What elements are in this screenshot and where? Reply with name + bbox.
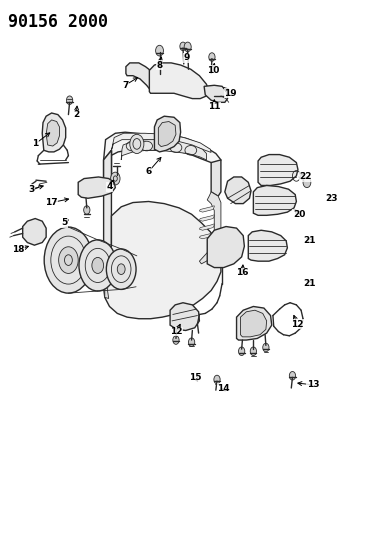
Text: 18: 18: [13, 245, 25, 254]
Text: 16: 16: [236, 269, 249, 277]
Polygon shape: [121, 140, 206, 160]
Polygon shape: [211, 160, 221, 196]
Polygon shape: [104, 201, 221, 319]
Circle shape: [173, 336, 179, 344]
Text: 8: 8: [156, 61, 163, 69]
Text: 10: 10: [207, 66, 219, 75]
Polygon shape: [248, 230, 287, 261]
Polygon shape: [104, 150, 111, 182]
Circle shape: [106, 249, 136, 289]
Polygon shape: [199, 192, 221, 264]
Text: 7: 7: [122, 81, 128, 90]
Text: 11: 11: [208, 102, 221, 111]
Circle shape: [209, 53, 215, 61]
Text: 6: 6: [145, 167, 152, 176]
Text: 1: 1: [32, 140, 38, 148]
Text: 17: 17: [45, 198, 58, 207]
Polygon shape: [104, 150, 111, 184]
Circle shape: [66, 96, 73, 104]
Polygon shape: [207, 227, 244, 268]
Polygon shape: [199, 224, 214, 230]
Text: 4: 4: [106, 182, 113, 191]
Text: 22: 22: [300, 173, 312, 181]
Text: 9: 9: [184, 53, 190, 62]
Text: 13: 13: [307, 381, 319, 389]
Text: 5: 5: [61, 219, 68, 227]
Polygon shape: [225, 177, 251, 204]
Polygon shape: [199, 206, 214, 212]
Text: 20: 20: [293, 210, 305, 219]
Polygon shape: [240, 310, 267, 337]
Polygon shape: [258, 155, 298, 185]
Polygon shape: [199, 215, 214, 221]
Text: 15: 15: [189, 373, 202, 382]
Polygon shape: [23, 219, 46, 245]
Text: 14: 14: [217, 384, 230, 392]
Text: 12: 12: [291, 320, 303, 328]
Text: 23: 23: [325, 194, 338, 203]
Circle shape: [239, 347, 245, 356]
Circle shape: [84, 206, 90, 214]
Polygon shape: [253, 185, 296, 215]
Circle shape: [156, 45, 163, 56]
Circle shape: [188, 338, 195, 346]
Polygon shape: [104, 150, 111, 261]
Polygon shape: [111, 133, 211, 152]
Polygon shape: [42, 113, 66, 152]
Polygon shape: [158, 122, 176, 147]
Text: 12: 12: [170, 327, 183, 336]
Text: 3: 3: [28, 185, 34, 193]
Polygon shape: [199, 232, 214, 239]
Polygon shape: [154, 116, 181, 152]
Polygon shape: [78, 177, 115, 198]
Polygon shape: [170, 303, 199, 330]
Circle shape: [59, 247, 78, 273]
Circle shape: [250, 347, 256, 356]
Circle shape: [117, 264, 125, 274]
Polygon shape: [46, 120, 59, 146]
Circle shape: [184, 42, 191, 52]
Polygon shape: [105, 246, 111, 298]
Polygon shape: [126, 63, 161, 93]
Circle shape: [92, 257, 104, 273]
Polygon shape: [204, 85, 228, 102]
Circle shape: [180, 42, 186, 51]
Text: 19: 19: [224, 89, 237, 98]
Polygon shape: [149, 63, 209, 99]
Text: 2: 2: [73, 110, 79, 119]
Text: 90156 2000: 90156 2000: [8, 13, 108, 31]
Polygon shape: [104, 132, 221, 165]
Circle shape: [289, 372, 296, 380]
Circle shape: [214, 375, 220, 384]
Circle shape: [44, 227, 93, 293]
Circle shape: [303, 177, 311, 188]
Text: 21: 21: [303, 279, 316, 288]
Text: 21: 21: [303, 237, 316, 245]
Circle shape: [263, 343, 269, 352]
Circle shape: [130, 134, 144, 154]
Circle shape: [79, 240, 117, 291]
Polygon shape: [237, 306, 272, 340]
Circle shape: [111, 172, 120, 185]
